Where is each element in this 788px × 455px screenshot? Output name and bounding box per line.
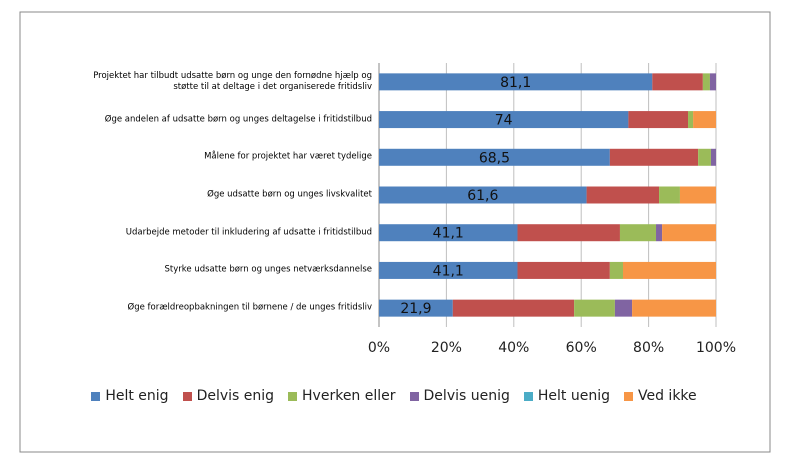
bar-segment: [679, 186, 716, 204]
bar-segment: [710, 148, 716, 166]
x-tick-label: 100%: [696, 340, 736, 356]
bar-segment: [379, 186, 587, 204]
legend-label: Delvis uenig: [423, 388, 510, 404]
category-label: Øge forældreopbakningen til børnene / de…: [127, 302, 373, 313]
data-label: 81,1: [500, 75, 531, 91]
x-tick-label: 40%: [498, 340, 529, 356]
bar-segment: [452, 299, 575, 317]
data-label: 74: [495, 113, 513, 129]
legend-label: Delvis enig: [196, 388, 275, 404]
bar-segment: [652, 73, 703, 91]
bar-segment: [632, 299, 716, 317]
bar-segment: [656, 224, 663, 242]
bar-segment: [379, 261, 518, 279]
legend-swatch: [182, 391, 192, 401]
bar-segment: [574, 299, 615, 317]
chart-frame: [19, 11, 771, 453]
legend-swatch: [409, 391, 419, 401]
x-tick-label: 0%: [368, 340, 390, 356]
x-tick-label: 20%: [431, 340, 462, 356]
bar-segment: [379, 224, 518, 242]
bar-segment: [659, 186, 680, 204]
data-label: 61,6: [467, 188, 498, 204]
bar-segment: [702, 73, 710, 91]
bar-segment: [628, 111, 689, 129]
legend-item: Helt enig: [91, 388, 169, 404]
legend-label: Helt enig: [105, 388, 169, 404]
bar-segment: [609, 261, 623, 279]
data-label: 68,5: [479, 150, 510, 166]
bar-segment: [614, 299, 633, 317]
legend-swatch: [523, 391, 533, 401]
x-tick-label: 60%: [566, 340, 597, 356]
legend-item: Helt uenig: [523, 388, 610, 404]
data-label: 41,1: [433, 226, 464, 242]
category-label: Målene for projektet har været tydelige: [204, 151, 372, 162]
category-label: Styrke udsatte børn og unges netværksdan…: [164, 264, 372, 275]
legend-item: Ved ikke: [623, 388, 697, 404]
category-label: Øge udsatte børn og unges livskvalitet: [207, 189, 372, 200]
data-label: 41,1: [433, 263, 464, 279]
bar-segment: [379, 148, 610, 166]
legend-item: Delvis uenig: [409, 388, 510, 404]
bar-segment: [379, 111, 629, 129]
legend-swatch: [623, 391, 633, 401]
legend-label: Ved ikke: [637, 388, 697, 404]
bar-segment: [379, 73, 653, 91]
bar-segment: [619, 224, 657, 242]
legend-label: Helt uenig: [537, 388, 610, 404]
bar-segment: [517, 261, 610, 279]
bar-segment: [693, 111, 716, 129]
bar-segment: [622, 261, 716, 279]
category-label: Øge andelen af udsatte børn og unges del…: [104, 114, 372, 125]
bar-segment: [662, 224, 716, 242]
legend-swatch: [288, 391, 298, 401]
bar-segment: [379, 299, 453, 317]
data-label: 21,9: [400, 301, 431, 317]
legend-item: Delvis enig: [182, 388, 275, 404]
bar-segment: [698, 148, 711, 166]
legend-label: Hverken eller: [302, 388, 396, 404]
bar-segment: [609, 148, 699, 166]
bar-segment: [688, 111, 694, 129]
category-label: Projektet har tilbudt udsatte børn og un…: [93, 70, 372, 92]
bar-segment: [586, 186, 660, 204]
legend-item: Hverken eller: [288, 388, 396, 404]
legend: Helt enig Delvis enig Hverken eller Delvis …: [0, 388, 788, 404]
category-label: Udarbejde metoder til inkludering af uds…: [125, 227, 372, 238]
bar-segment: [517, 224, 620, 242]
bar-segment: [709, 73, 716, 91]
legend-swatch: [91, 391, 101, 401]
x-tick-label: 80%: [633, 340, 664, 356]
